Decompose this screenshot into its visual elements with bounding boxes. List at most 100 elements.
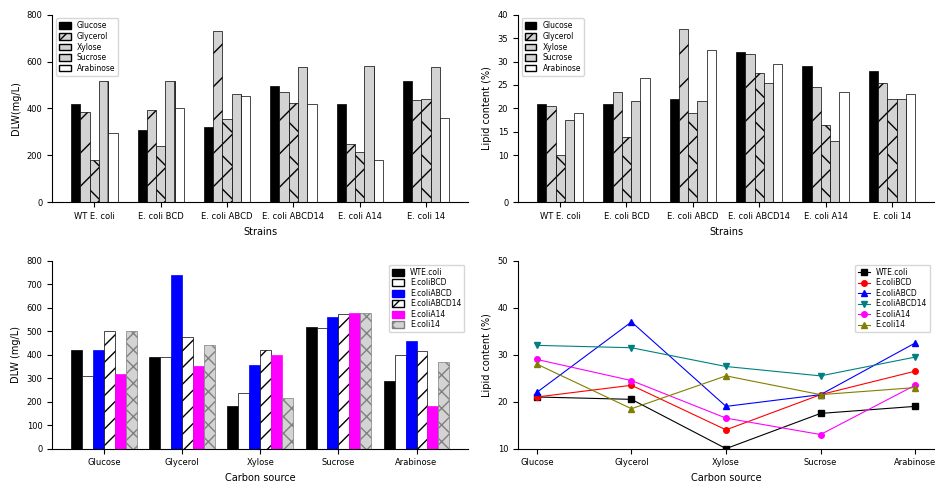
Bar: [156, 146, 165, 203]
Y-axis label: Lipid content (%): Lipid content (%): [482, 67, 492, 150]
Bar: [612, 92, 622, 203]
Bar: [395, 355, 405, 449]
E.coliA14: [815, 432, 826, 438]
Bar: [670, 99, 679, 203]
Bar: [171, 275, 183, 449]
X-axis label: Strains: Strains: [708, 227, 743, 237]
Line: E.coliABCD14: E.coliABCD14: [534, 343, 918, 379]
X-axis label: Strains: Strains: [243, 227, 278, 237]
Bar: [337, 104, 346, 203]
Bar: [89, 160, 99, 203]
Bar: [431, 67, 440, 203]
Bar: [754, 73, 764, 203]
Bar: [574, 113, 583, 203]
Bar: [622, 137, 631, 203]
E.coliBCD: [532, 394, 543, 400]
Bar: [555, 156, 565, 203]
Bar: [631, 101, 640, 203]
X-axis label: Carbon source: Carbon source: [225, 473, 296, 483]
Legend: WTE.coli, E.coliBCD, E.coliABCD, E.coliABCD14, E.coliA14, E.coli14: WTE.coli, E.coliBCD, E.coliABCD, E.coliA…: [389, 265, 464, 332]
Bar: [138, 129, 146, 203]
Bar: [193, 367, 204, 449]
Bar: [707, 50, 716, 203]
Bar: [868, 71, 878, 203]
Bar: [905, 94, 915, 203]
Bar: [81, 112, 89, 203]
Bar: [603, 104, 612, 203]
Bar: [183, 337, 193, 449]
Y-axis label: DLW (mg/L): DLW (mg/L): [11, 326, 21, 383]
X-axis label: Carbon source: Carbon source: [690, 473, 762, 483]
Bar: [679, 29, 689, 203]
Bar: [383, 380, 395, 449]
E.coliABCD14: [626, 345, 637, 351]
Bar: [773, 64, 783, 203]
E.coliABCD: [815, 392, 826, 398]
E.coli14: [720, 373, 731, 379]
Y-axis label: DLW(mg/L): DLW(mg/L): [11, 82, 21, 135]
Bar: [160, 357, 171, 449]
Bar: [282, 398, 293, 449]
Bar: [126, 331, 137, 449]
Bar: [421, 99, 431, 203]
Bar: [241, 95, 250, 203]
Bar: [307, 104, 317, 203]
Bar: [417, 351, 427, 449]
WTE.coli: [532, 394, 543, 400]
Bar: [204, 127, 213, 203]
Bar: [227, 407, 239, 449]
Bar: [546, 106, 555, 203]
Bar: [537, 104, 546, 203]
Line: E.coliABCD: E.coliABCD: [534, 319, 918, 409]
E.coli14: [532, 361, 543, 367]
E.coli14: [815, 392, 826, 398]
Bar: [412, 100, 421, 203]
Bar: [298, 67, 307, 203]
Bar: [165, 82, 175, 203]
E.coliABCD: [720, 404, 731, 410]
Legend: WTE.coli, E.coliBCD, E.coliABCD, E.coliABCD14, E.coliA14, E.coli14: WTE.coli, E.coliBCD, E.coliABCD, E.coliA…: [855, 265, 930, 332]
Bar: [565, 120, 574, 203]
Bar: [71, 350, 82, 449]
Bar: [213, 31, 223, 203]
Bar: [146, 110, 156, 203]
Bar: [697, 101, 707, 203]
E.coliA14: [909, 382, 921, 388]
Bar: [261, 350, 271, 449]
Legend: Glucose, Glycerol, Xylose, Sucrose, Arabinose: Glucose, Glycerol, Xylose, Sucrose, Arab…: [56, 18, 118, 76]
Bar: [360, 313, 371, 449]
Bar: [821, 125, 830, 203]
Bar: [405, 341, 417, 449]
Line: WTE.coli: WTE.coli: [534, 394, 918, 452]
Line: E.coli14: E.coli14: [534, 362, 918, 412]
Bar: [249, 365, 261, 449]
Bar: [897, 99, 905, 203]
Bar: [223, 119, 232, 203]
E.coliBCD: [909, 368, 921, 374]
Bar: [99, 82, 108, 203]
Bar: [115, 373, 126, 449]
Bar: [82, 376, 93, 449]
Bar: [689, 113, 697, 203]
E.coli14: [909, 385, 921, 391]
Bar: [346, 144, 355, 203]
E.coli14: [626, 406, 637, 412]
Line: E.coliA14: E.coliA14: [534, 357, 918, 437]
Bar: [93, 350, 104, 449]
Bar: [746, 54, 754, 203]
Legend: Glucose, Glycerol, Xylose, Sucrose, Arabinose: Glucose, Glycerol, Xylose, Sucrose, Arab…: [522, 18, 584, 76]
Bar: [440, 118, 449, 203]
Bar: [640, 78, 650, 203]
Bar: [830, 141, 840, 203]
Bar: [764, 82, 773, 203]
Bar: [289, 103, 298, 203]
Bar: [403, 82, 412, 203]
E.coliA14: [720, 415, 731, 421]
Bar: [887, 99, 897, 203]
Bar: [232, 94, 241, 203]
Bar: [239, 394, 249, 449]
Bar: [175, 109, 184, 203]
Bar: [374, 160, 383, 203]
Bar: [811, 87, 821, 203]
E.coliABCD14: [909, 354, 921, 360]
